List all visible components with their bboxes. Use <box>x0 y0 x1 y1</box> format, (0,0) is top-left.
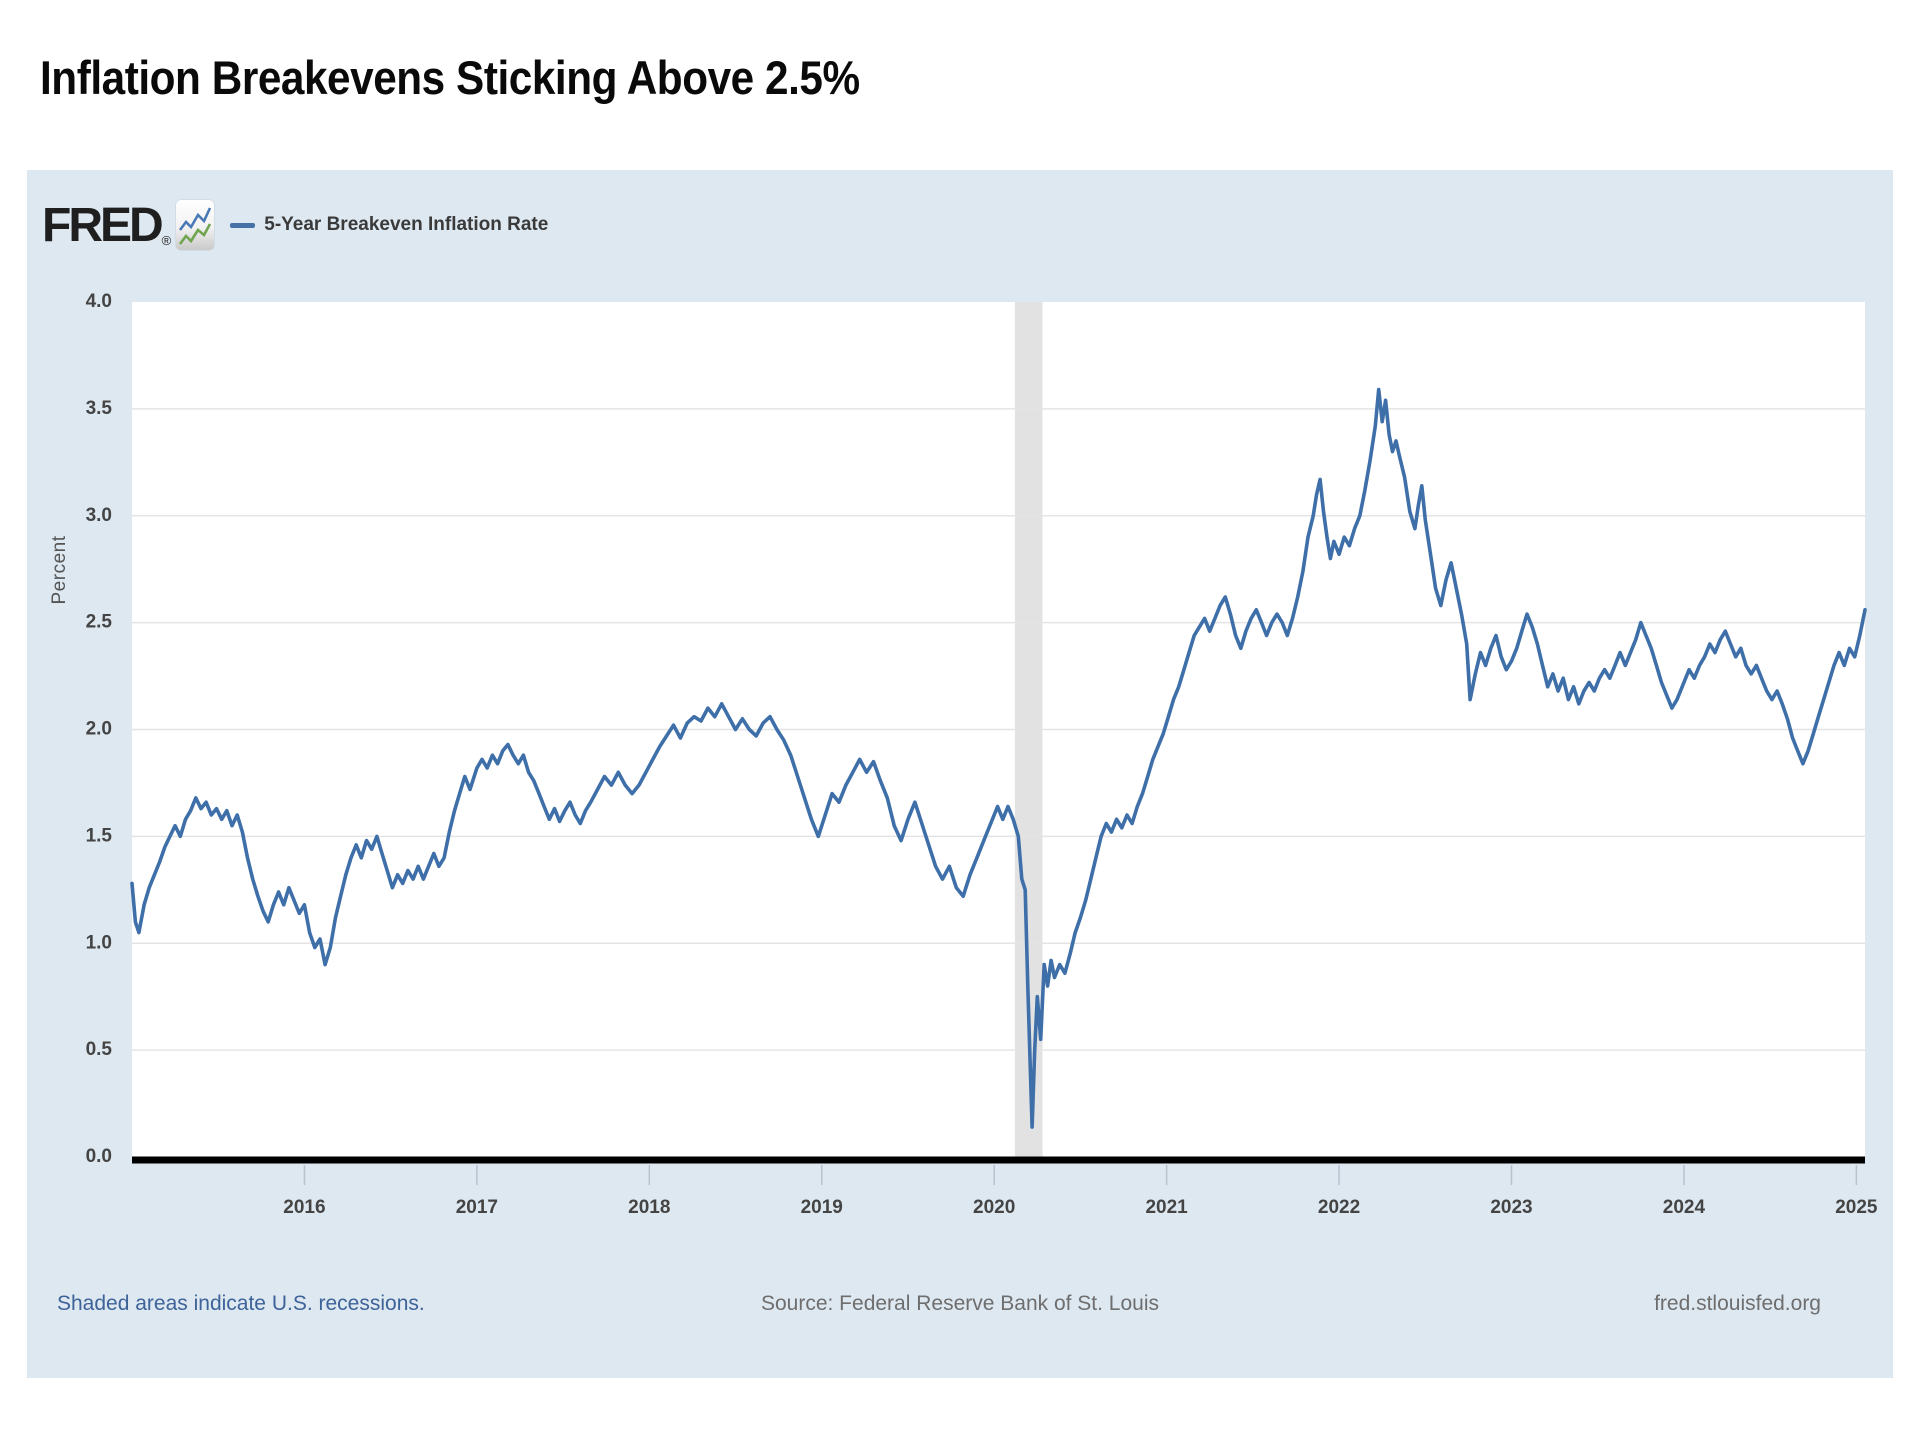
legend-line-swatch <box>230 222 256 228</box>
chart-footer: Shaded areas indicate U.S. recessions. S… <box>57 1292 1863 1332</box>
y-tick-label: 1.0 <box>86 932 112 953</box>
fred-logo[interactable]: FRED ® <box>42 199 215 252</box>
y-tick-label: 3.5 <box>86 398 113 419</box>
y-tick-label: 1.5 <box>86 825 113 846</box>
legend-series-label: 5-Year Breakeven Inflation Rate <box>264 214 549 235</box>
breakeven-inflation-line-chart[interactable]: 0.0 0.5 1.0 1.5 2.0 2.5 3.0 3.5 4.0 2016 2017 2018 2… <box>27 170 1893 1378</box>
x-tick-label: 2018 <box>628 1197 670 1218</box>
x-tick-label: 2023 <box>1490 1197 1532 1218</box>
fred-logo-text: FRED <box>42 199 164 252</box>
x-tick-label: 2024 <box>1663 1197 1706 1218</box>
fred-chart-card: FRED ® 5-Year Breakeven Inflation Rate 0… <box>27 170 1893 1378</box>
x-tick-label: 2016 <box>283 1197 325 1218</box>
y-tick-label: 3.0 <box>86 505 112 526</box>
y-tick-label: 0.0 <box>86 1146 112 1167</box>
x-tick-label: 2017 <box>456 1197 498 1218</box>
x-tick-label: 2025 <box>1835 1197 1878 1218</box>
x-tick-label: 2021 <box>1145 1197 1188 1218</box>
page-title: Inflation Breakevens Sticking Above 2.5% <box>40 51 860 104</box>
legend: 5-Year Breakeven Inflation Rate <box>230 214 548 236</box>
y-tick-label: 2.0 <box>86 719 112 740</box>
source-note: Source: Federal Reserve Bank of St. Loui… <box>760 1292 1160 1315</box>
fred-site-link[interactable]: fred.stlouisfed.org <box>1654 1292 1821 1315</box>
fred-sparkline-icon <box>176 200 215 250</box>
breakeven-series-line <box>130 387 1867 1129</box>
y-axis-title: Percent <box>49 535 70 604</box>
x-tick-label: 2022 <box>1318 1197 1360 1218</box>
y-tick-label: 0.5 <box>86 1039 113 1060</box>
x-tick-label: 2019 <box>801 1197 843 1218</box>
recession-shading-note: Shaded areas indicate U.S. recessions. <box>57 1292 425 1315</box>
chart-header: FRED ® 5-Year Breakeven Inflation Rate <box>42 194 548 256</box>
y-tick-label: 2.5 <box>86 612 113 633</box>
registered-mark: ® <box>161 233 172 248</box>
x-tick-label: 2020 <box>973 1197 1015 1218</box>
y-tick-label: 4.0 <box>86 291 112 312</box>
